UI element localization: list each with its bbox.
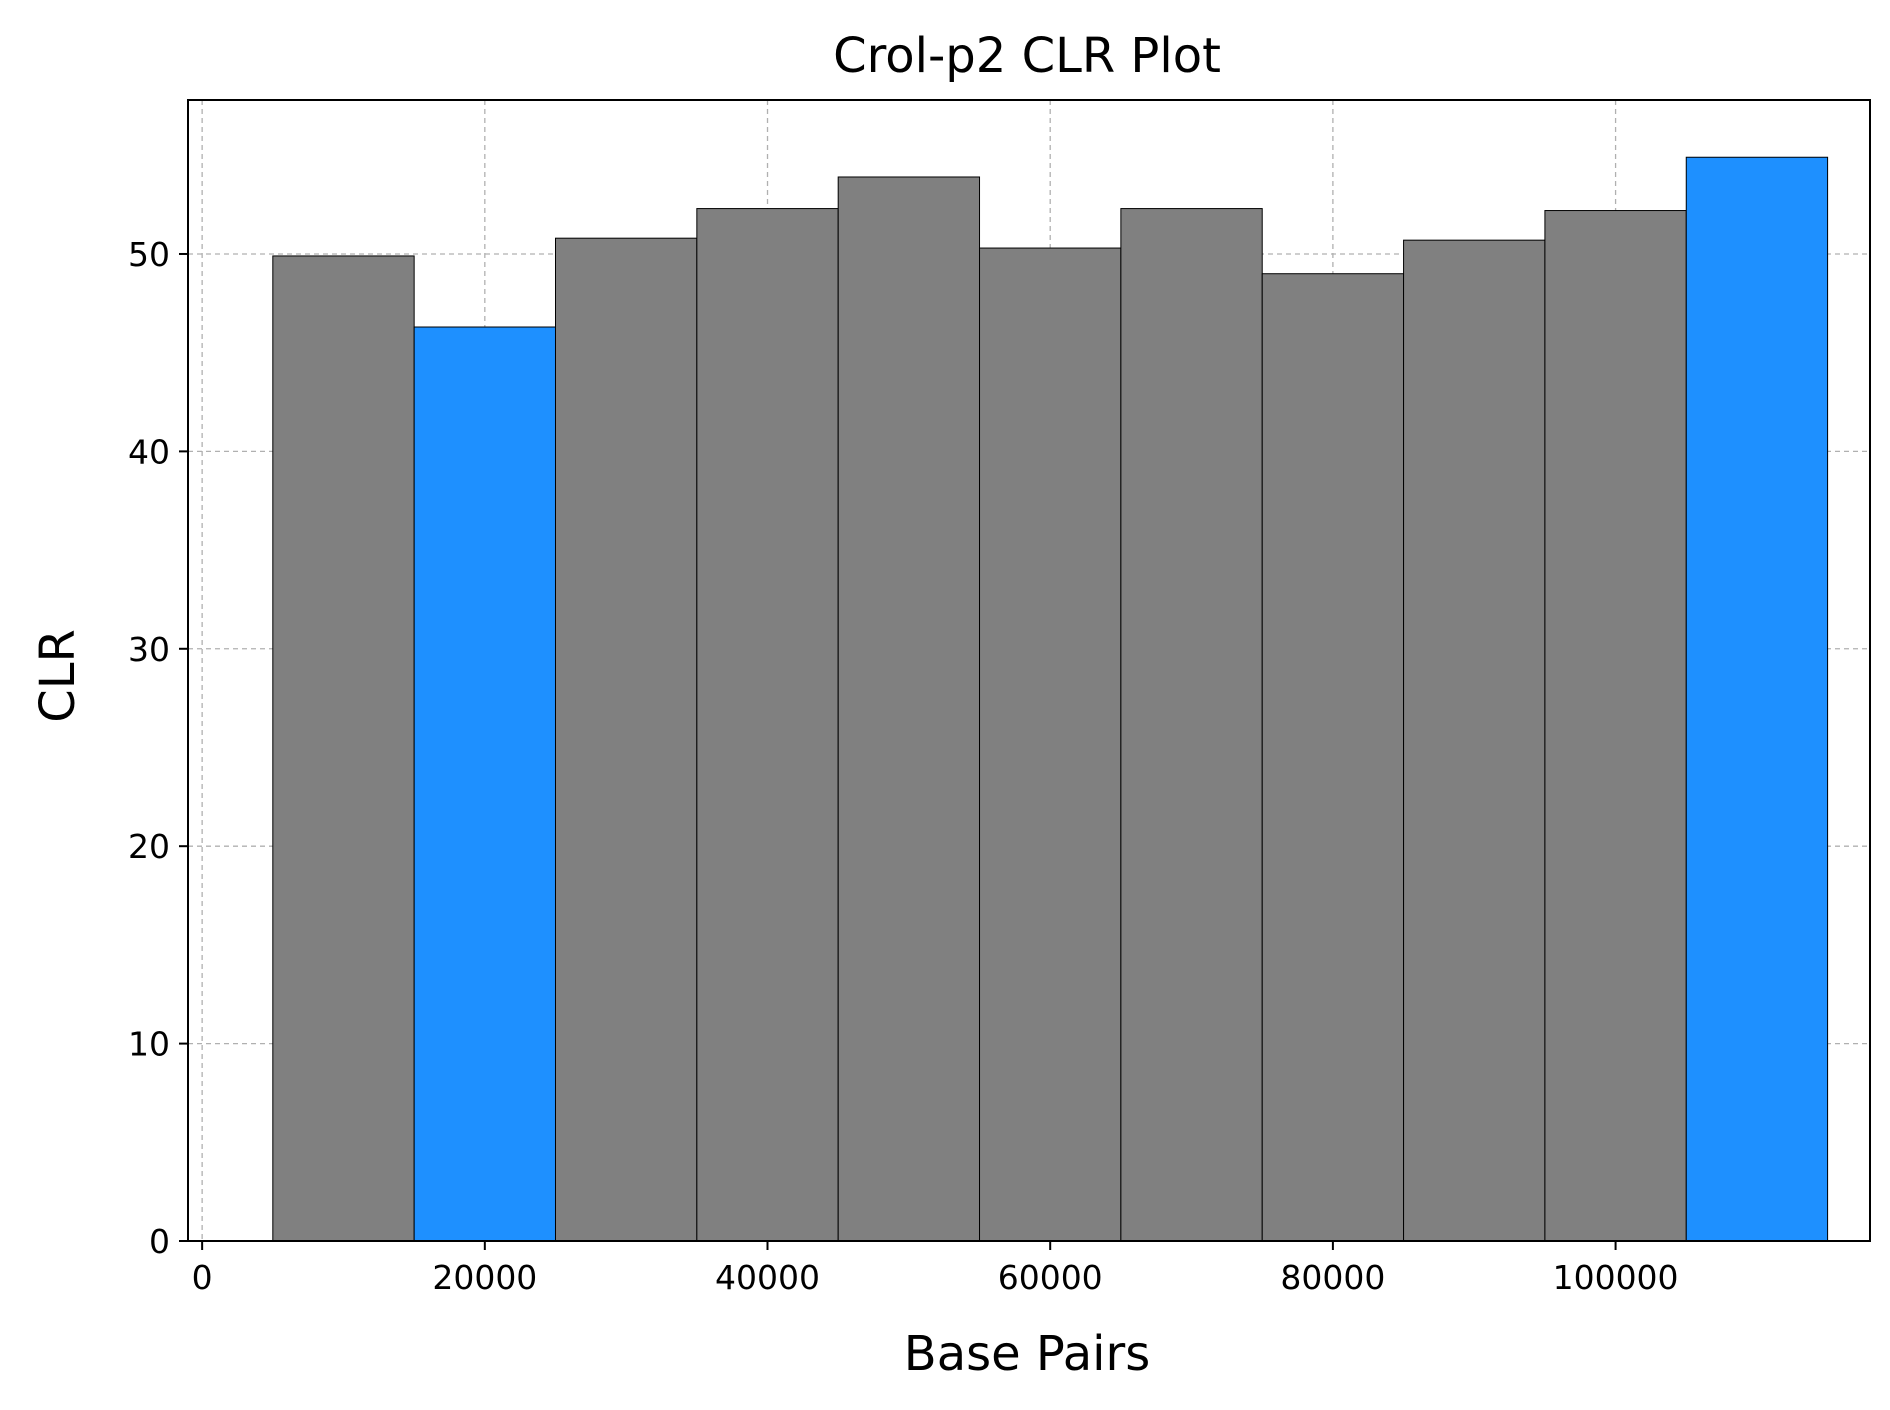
x-axis-ticks: 0 20000 40000 60000 80000 100000 [192, 1241, 1679, 1297]
y-tick-label: 40 [128, 432, 170, 471]
bar-7 [1261, 273, 1405, 1242]
bar-0 [272, 255, 415, 1242]
y-axis-label: CLR [30, 629, 86, 723]
y-tick-label: 20 [128, 827, 170, 866]
y-tick-label: 50 [128, 235, 170, 274]
bar-1 [413, 326, 556, 1242]
bar-5 [979, 247, 1122, 1242]
x-tick-label: 60000 [998, 1258, 1103, 1297]
bars [272, 156, 1829, 1242]
y-tick-label: 10 [128, 1025, 170, 1064]
x-tick-label: 80000 [1280, 1258, 1385, 1297]
plot-area-frame [187, 99, 1871, 1242]
x-tick-label: 100000 [1553, 1258, 1679, 1297]
y-tick-label: 0 [149, 1222, 170, 1261]
bar-3 [696, 208, 839, 1242]
y-tick-label: 30 [128, 630, 170, 669]
bar-8 [1403, 239, 1546, 1242]
bar-9 [1544, 210, 1687, 1242]
x-axis-label: Base Pairs [904, 1326, 1150, 1382]
y-axis-ticks: 0 10 20 30 40 50 [128, 235, 188, 1261]
x-tick-label: 40000 [715, 1258, 820, 1297]
x-tick-label: 20000 [432, 1258, 537, 1297]
bar-4 [837, 176, 981, 1242]
bar-10 [1685, 156, 1829, 1242]
x-tick-label: 0 [192, 1258, 213, 1297]
chart-title: Crol-p2 CLR Plot [833, 28, 1221, 84]
bar-2 [554, 237, 698, 1242]
bar-6 [1120, 208, 1263, 1242]
